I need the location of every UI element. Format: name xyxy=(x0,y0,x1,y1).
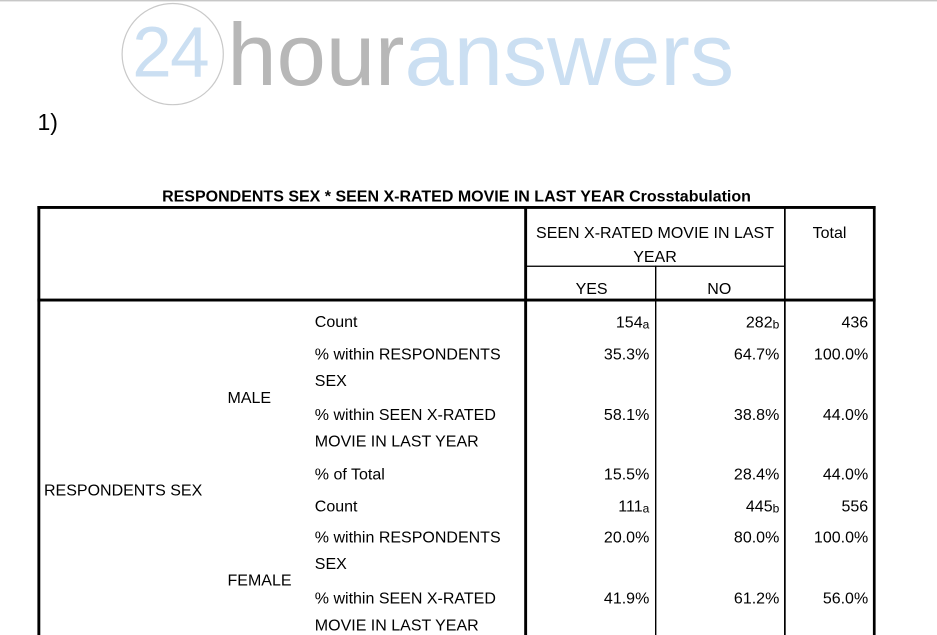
svg-text:SEEN X-RATED MOVIE IN LAST: SEEN X-RATED MOVIE IN LAST xyxy=(536,225,774,242)
svg-text:SEX: SEX xyxy=(315,556,347,573)
svg-text:RESPONDENTS SEX * SEEN X-RATED: RESPONDENTS SEX * SEEN X-RATED MOVIE IN … xyxy=(162,189,751,206)
svg-text:445b: 445b xyxy=(746,498,780,515)
svg-text:20.0%: 20.0% xyxy=(604,530,649,547)
svg-text:NO: NO xyxy=(707,281,731,298)
svg-text:58.1%: 58.1% xyxy=(604,407,649,424)
svg-text:% within RESPONDENTS: % within RESPONDENTS xyxy=(315,530,501,547)
svg-text:% within RESPONDENTS: % within RESPONDENTS xyxy=(315,347,501,364)
svg-text:% of Total: % of Total xyxy=(315,466,385,483)
svg-text:436: 436 xyxy=(841,314,868,331)
svg-text:YES: YES xyxy=(576,281,608,298)
svg-text:MOVIE IN LAST YEAR: MOVIE IN LAST YEAR xyxy=(315,618,479,635)
svg-text:SEX: SEX xyxy=(315,373,347,390)
svg-text:RESPONDENTS SEX: RESPONDENTS SEX xyxy=(44,483,203,500)
svg-text:282b: 282b xyxy=(746,314,780,331)
svg-text:154a: 154a xyxy=(616,314,650,331)
svg-text:24: 24 xyxy=(132,14,208,93)
svg-text:35.3%: 35.3% xyxy=(604,347,649,364)
svg-text:Total: Total xyxy=(813,225,847,242)
svg-text:% within SEEN X-RATED: % within SEEN X-RATED xyxy=(315,407,496,424)
svg-text:Count: Count xyxy=(315,498,358,515)
svg-text:1): 1) xyxy=(38,109,58,135)
svg-text:MALE: MALE xyxy=(228,390,272,407)
svg-text:38.8%: 38.8% xyxy=(734,407,779,424)
svg-text:houranswers: houranswers xyxy=(227,5,734,104)
svg-text:28.4%: 28.4% xyxy=(734,466,779,483)
svg-text:80.0%: 80.0% xyxy=(734,530,779,547)
svg-text:64.7%: 64.7% xyxy=(734,347,779,364)
svg-text:41.9%: 41.9% xyxy=(604,591,649,608)
svg-text:YEAR: YEAR xyxy=(633,249,677,266)
svg-text:56.0%: 56.0% xyxy=(823,591,868,608)
svg-text:MOVIE IN LAST YEAR: MOVIE IN LAST YEAR xyxy=(315,434,479,451)
svg-text:15.5%: 15.5% xyxy=(604,466,649,483)
svg-text:Count: Count xyxy=(315,314,358,331)
svg-text:100.0%: 100.0% xyxy=(814,530,868,547)
svg-text:44.0%: 44.0% xyxy=(823,407,868,424)
svg-text:100.0%: 100.0% xyxy=(814,347,868,364)
svg-text:FEMALE: FEMALE xyxy=(228,572,292,589)
svg-text:556: 556 xyxy=(841,498,868,515)
svg-text:% within SEEN X-RATED: % within SEEN X-RATED xyxy=(315,591,496,608)
svg-text:111a: 111a xyxy=(618,498,649,515)
svg-text:44.0%: 44.0% xyxy=(823,466,868,483)
svg-text:61.2%: 61.2% xyxy=(734,591,779,608)
